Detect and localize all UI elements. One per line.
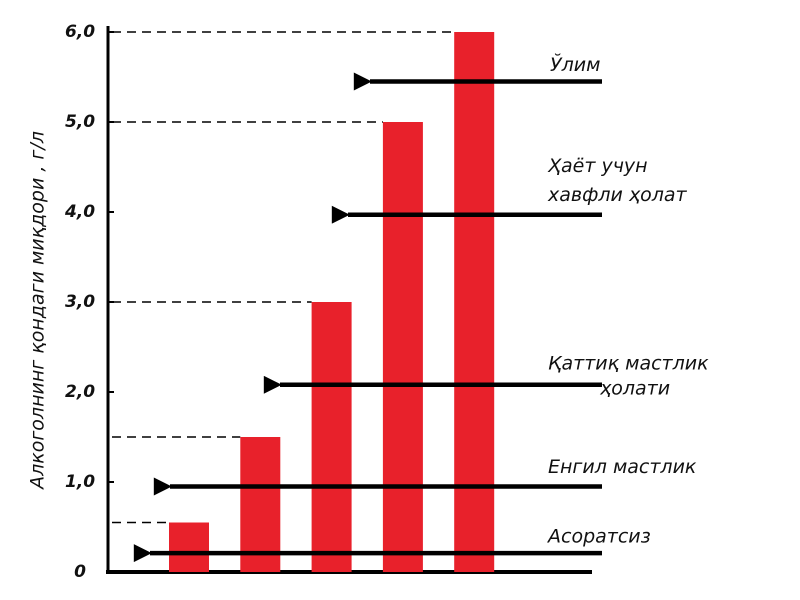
bar <box>311 302 352 572</box>
y-tick-label: 0 <box>74 562 86 582</box>
annotation-label: Ўлим <box>550 53 600 76</box>
y-tick-label: 6,0 <box>65 22 95 42</box>
annotation-label: ҳолати <box>599 377 670 399</box>
bar <box>240 437 281 572</box>
annotation-label: Асоратсиз <box>546 526 651 548</box>
y-tick-label: 1,0 <box>65 472 95 492</box>
y-tick-label: 4,0 <box>64 202 95 222</box>
bar <box>454 32 495 572</box>
y-tick-label: 3,0 <box>65 292 95 312</box>
bar <box>382 122 423 572</box>
annotation-label: Енгил мастлик <box>548 456 697 478</box>
y-tick-label: 2,0 <box>65 382 95 402</box>
annotation-label: хавфли ҳолат <box>547 184 688 206</box>
y-axis-label: Алкоголнинг қондаги миқдори , г/л <box>27 131 49 491</box>
y-tick-label: 5,0 <box>65 112 95 132</box>
annotation-label: Қаттиқ мастлик <box>548 352 709 374</box>
bar <box>169 522 209 572</box>
annotation-label: Ҳаёт учун <box>547 155 648 177</box>
